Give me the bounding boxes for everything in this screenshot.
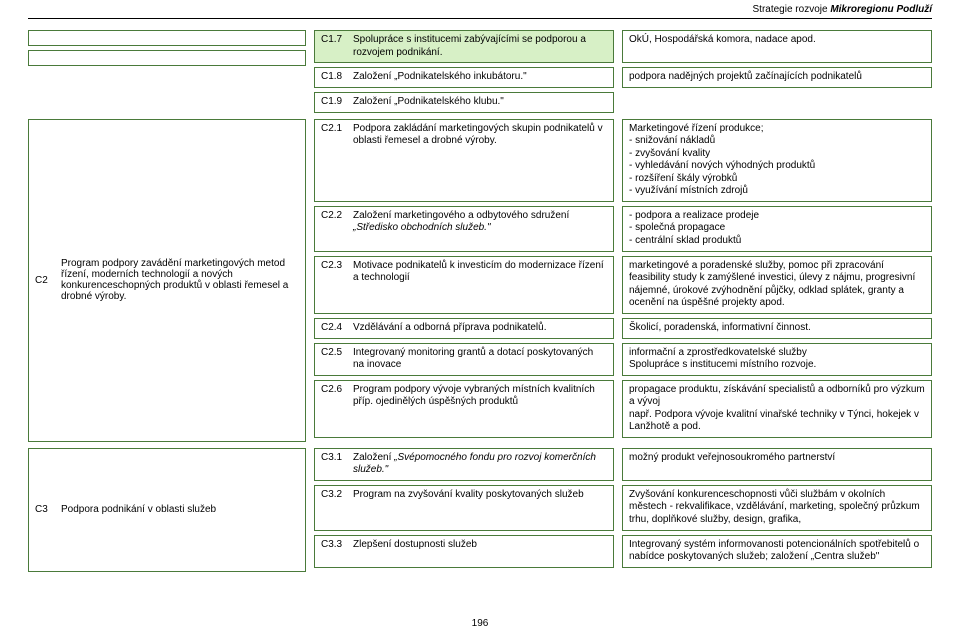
cell-c1-8: C1.8 Založení „Podnikatelského inkubátor… — [314, 67, 614, 88]
cell-C2-3: C2.3Motivace podnikatelů k investicím do… — [314, 256, 614, 314]
row-c1-top: C1.7 Spolupráce s institucemi zabývající… — [28, 30, 932, 113]
right-c1-7: OkÚ, Hospodářská komora, nadace apod. — [622, 30, 932, 63]
code: C3 — [35, 504, 61, 515]
header-rule — [28, 18, 932, 19]
row-c3: C3 Podpora podnikání v oblasti služeb C3… — [28, 448, 932, 572]
text: Založení „Svépomocného fondu pro rozvoj … — [353, 452, 607, 477]
code: C2.5 — [321, 347, 353, 372]
right-box: informační a zprostředkovatelské služby … — [622, 343, 932, 376]
code: C1.9 — [321, 96, 353, 109]
right-box: Školicí, poradenská, informativní činnos… — [622, 318, 932, 339]
c3-left-box: C3 Podpora podnikání v oblasti služeb — [28, 448, 306, 572]
code: C3.2 — [321, 489, 353, 527]
left-stub-1 — [28, 30, 306, 46]
left-stub-2 — [28, 50, 306, 66]
text: podpora nadějných projektů začínajících … — [629, 71, 862, 82]
code: C2.1 — [321, 123, 353, 198]
text: Zlepšení dostupnosti služeb — [353, 539, 607, 564]
cell-C2-6: C2.6Program podpory vývoje vybraných mís… — [314, 380, 614, 438]
right-c1-8: podpora nadějných projektů začínajících … — [622, 67, 932, 88]
text: Spolupráce s institucemi zabývajícími se… — [353, 34, 607, 59]
text: Podpora podnikání v oblasti služeb — [61, 504, 299, 515]
text: Podpora zakládání marketingových skupin … — [353, 123, 607, 198]
code: C2.3 — [321, 260, 353, 310]
text: OkÚ, Hospodářská komora, nadace apod. — [629, 34, 816, 45]
cell-C3-1: C3.1Založení „Svépomocného fondu pro roz… — [314, 448, 614, 481]
text: Integrovaný monitoring grantů a dotací p… — [353, 347, 607, 372]
right-box: možný produkt veřejnosoukromého partners… — [622, 448, 932, 481]
content-grid: C1.7 Spolupráce s institucemi zabývající… — [28, 30, 932, 572]
right-box: Zvyšování konkurenceschopnosti vůči služ… — [622, 485, 932, 531]
cell-c1-7: C1.7 Spolupráce s institucemi zabývající… — [314, 30, 614, 63]
right-box: - podpora a realizace prodeje - společná… — [622, 206, 932, 252]
text: Motivace podnikatelů k investicím do mod… — [353, 260, 607, 310]
c2-left-box: C2 Program podpory zavádění marketingo­v… — [28, 119, 306, 442]
text: Program podpory zavádění marketingo­vých… — [61, 258, 299, 302]
text: Vzdělávání a odborná příprava podnikatel… — [353, 322, 607, 335]
cell-C2-2: C2.2Založení marketingového a odbytového… — [314, 206, 614, 252]
right-box: marketingové a poradenské služby, pomoc … — [622, 256, 932, 314]
header-emph: Mikroregionu Podluží — [830, 4, 932, 15]
text: Založení „Podnikatelského klubu." — [353, 96, 607, 109]
right-box: Integrovaný systém informovanosti potenc… — [622, 535, 932, 568]
cell-c1-9: C1.9 Založení „Podnikatelského klubu." — [314, 92, 614, 113]
code: C1.8 — [321, 71, 353, 84]
right-box: Marketingové řízení produkce; - snižován… — [622, 119, 932, 202]
code: C2 — [35, 275, 61, 286]
cell-C2-1: C2.1Podpora zakládání marketingových sku… — [314, 119, 614, 202]
cell-C2-5: C2.5Integrovaný monitoring grantů a dota… — [314, 343, 614, 376]
row-c2: C2 Program podpory zavádění marketingo­v… — [28, 119, 932, 442]
cell-C2-4: C2.4Vzdělávání a odborná příprava podnik… — [314, 318, 614, 339]
text: Založení marketingového a odbytového sdr… — [353, 210, 607, 248]
right-box: propagace produktu, získávání specialist… — [622, 380, 932, 438]
code: C2.6 — [321, 384, 353, 434]
page-number: 196 — [472, 618, 489, 629]
header-prefix: Strategie rozvoje — [753, 4, 831, 15]
code: C3.3 — [321, 539, 353, 564]
text: Program podpory vývoje vybraných místníc… — [353, 384, 607, 434]
cell-C3-3: C3.3Zlepšení dostupnosti služeb — [314, 535, 614, 568]
code: C2.2 — [321, 210, 353, 248]
text: Založení „Podnikatelského inkubátoru." — [353, 71, 607, 84]
cell-C3-2: C3.2Program na zvyšování kvality poskyto… — [314, 485, 614, 531]
page-header: Strategie rozvoje Mikroregionu Podluží — [753, 4, 933, 15]
text: Program na zvyšování kvality poskytovaný… — [353, 489, 607, 527]
code: C1.7 — [321, 34, 353, 59]
code: C3.1 — [321, 452, 353, 477]
code: C2.4 — [321, 322, 353, 335]
